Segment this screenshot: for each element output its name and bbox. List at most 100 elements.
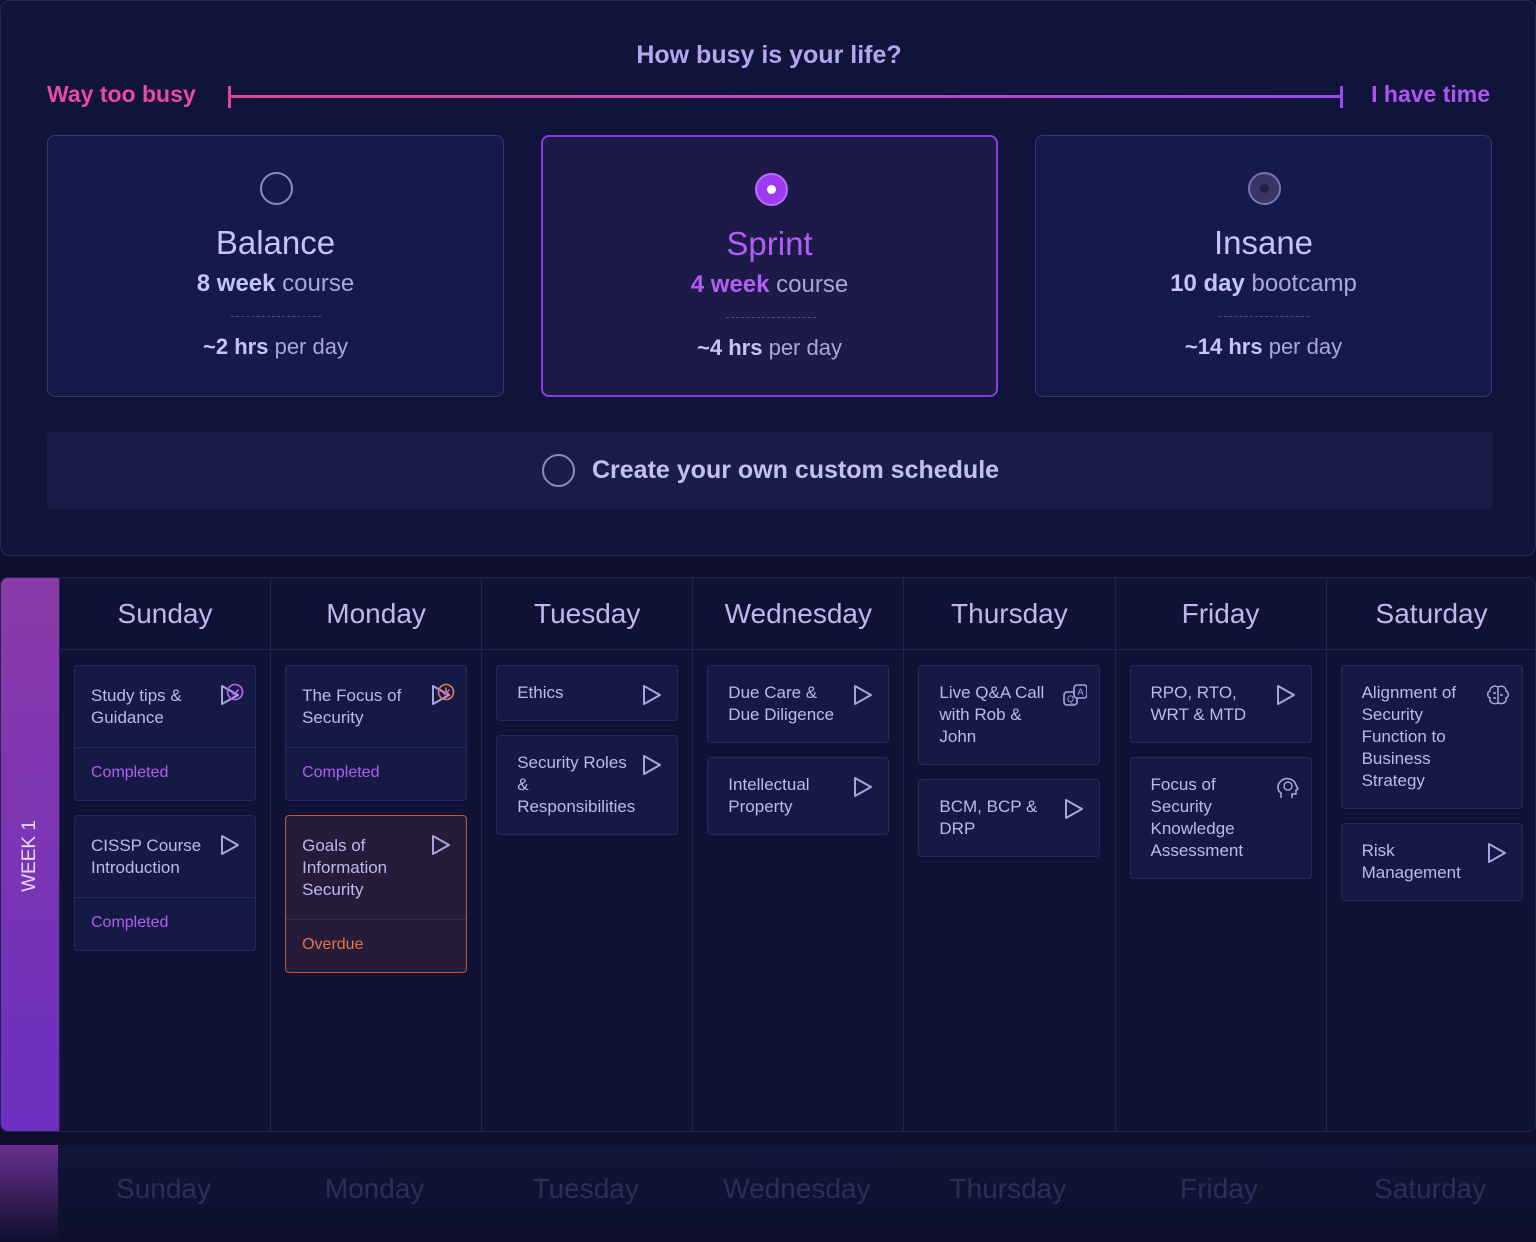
task-title: BCM, BCP & DRP	[919, 780, 1099, 856]
day-column: Tuesday Ethics Security Roles & Responsibi…	[481, 578, 693, 1131]
divider	[271, 649, 482, 650]
play-icon[interactable]	[430, 834, 454, 858]
ghost-day-name: Monday	[324, 1173, 425, 1204]
svg-text:A: A	[1078, 687, 1084, 697]
play-icon[interactable]	[641, 754, 665, 778]
option-hours: ~14 hrs per day	[1036, 334, 1491, 360]
play-icon[interactable]	[219, 684, 243, 708]
week-strip: WEEK 1	[1, 578, 59, 1131]
play-icon[interactable]	[1275, 684, 1299, 708]
status-text: Overdue	[302, 936, 364, 953]
hours: ~2 hrs	[203, 334, 269, 359]
task-card[interactable]: RPO, RTO, WRT & MTD	[1129, 665, 1312, 743]
task-status: Overdue	[286, 683, 467, 972]
hours-unit: per day	[274, 334, 348, 359]
divider	[231, 316, 321, 317]
ghost-day-name: Thursday	[949, 1173, 1067, 1204]
task-list: Live Q&A Call with Rob & John A Q BCM, BCP …	[918, 665, 1101, 857]
task-card[interactable]: Intellectual Property	[707, 757, 890, 835]
task-card[interactable]: Risk Management	[1340, 823, 1523, 901]
status-text: Completed	[302, 764, 380, 781]
radio[interactable]	[542, 454, 575, 487]
task-card[interactable]: CISSP Course Introduction Completed	[74, 683, 256, 951]
task-title: RPO, RTO, WRT & MTD	[1131, 666, 1311, 742]
day-column: Monday The Focus of Security Completed Goal…	[270, 578, 482, 1131]
divider	[482, 649, 693, 650]
task-title: Focus of Security Knowledge Assessment	[1131, 758, 1311, 878]
task-title: Intellectual Property	[708, 758, 888, 834]
option-hours: ~2 hrs per day	[48, 334, 503, 360]
option-length: 4 week course	[543, 271, 996, 299]
pace-option[interactable]: Sprint 4 week course ~4 hrs per day	[541, 135, 998, 397]
schedule: WEEK 1 Sunday Study tips & Guidance Comple…	[0, 577, 1536, 1132]
option-name: Sprint	[726, 225, 813, 262]
pace-panel: How busy is your life? Way too busy I ha…	[0, 0, 1536, 556]
task-title: The Focus of Security	[286, 666, 466, 747]
divider	[1219, 316, 1309, 317]
next-week-preview: Sunday Monday Tuesday Wednesday Thursday Frid…	[0, 1145, 1536, 1242]
task-list: Ethics Security Roles & Responsibilities	[496, 665, 679, 835]
custom-text: Create your own custom schedule	[592, 456, 1000, 484]
play-icon[interactable]	[641, 684, 665, 708]
play-icon[interactable]	[852, 776, 876, 800]
play-icon[interactable]	[1486, 842, 1510, 866]
task-card[interactable]: Goals of Information Security Overdue	[285, 683, 468, 973]
task-card[interactable]: Study tips & Guidance Completed	[74, 665, 256, 801]
hours-unit: per day	[1268, 334, 1343, 359]
hours: ~4 hrs	[697, 335, 763, 360]
option-name: Insane	[1213, 224, 1314, 261]
slider-cap	[1340, 86, 1343, 108]
task-card[interactable]: Due Care & Due Diligence	[707, 665, 890, 743]
divider	[904, 649, 1115, 650]
pace-option[interactable]: Balance 8 week course ~2 hrs per day	[47, 135, 504, 397]
task-title: Due Care & Due Diligence	[708, 666, 888, 742]
play-icon[interactable]	[1063, 798, 1087, 822]
play-icon[interactable]	[852, 684, 876, 708]
option-name: Balance	[215, 224, 336, 261]
task-list: Study tips & Guidance Completed CISSP Cour…	[74, 665, 256, 951]
svg-text:Q: Q	[1067, 694, 1074, 704]
task-title: Goals of Information Security	[286, 816, 466, 919]
head-icon[interactable]	[1275, 776, 1299, 800]
radio[interactable]	[755, 173, 788, 206]
day-name: Wednesday	[724, 598, 872, 629]
task-list: Due Care & Due Diligence Intellectual Pro…	[707, 665, 890, 835]
custom-schedule[interactable]: Create your own custom schedule	[47, 432, 1493, 509]
divider	[60, 649, 270, 650]
task-card[interactable]: Live Q&A Call with Rob & John A Q	[918, 665, 1101, 765]
task-card[interactable]: Focus of Security Knowledge Assessment	[1129, 757, 1312, 879]
option-hours: ~4 hrs per day	[543, 335, 996, 361]
task-card[interactable]: Security Roles & Responsibilities	[496, 735, 679, 835]
task-status: Completed	[75, 683, 255, 950]
busy-slider	[229, 95, 1343, 98]
task-list: The Focus of Security Completed Goals of I…	[285, 665, 468, 973]
play-icon[interactable]	[219, 834, 243, 858]
task-title: Security Roles & Responsibilities	[497, 736, 677, 834]
brain-icon[interactable]	[1486, 684, 1510, 708]
option-length: 10 day bootcamp	[1036, 270, 1491, 298]
pace-option[interactable]: Insane 10 day bootcamp ~14 hrs per day	[1035, 135, 1492, 397]
status-text: Completed	[91, 914, 169, 931]
task-card[interactable]: Ethics	[496, 665, 679, 721]
divider	[1115, 649, 1326, 650]
task-title: Ethics	[497, 666, 677, 720]
radio[interactable]	[1248, 172, 1281, 205]
ghost-day-name: Friday	[1180, 1173, 1258, 1204]
ghost-day-name: Sunday	[116, 1173, 211, 1204]
option-amount: 4 week	[690, 271, 770, 298]
day-name: Thursday	[951, 598, 1068, 629]
busy-label: Way too busy	[47, 81, 196, 107]
option-amount: 10 day	[1170, 270, 1245, 297]
task-list: RPO, RTO, WRT & MTD Focus of Security Kno…	[1129, 665, 1312, 879]
radio[interactable]	[260, 172, 293, 205]
play-icon[interactable]	[430, 684, 454, 708]
divider	[693, 649, 904, 650]
task-card[interactable]: BCM, BCP & DRP	[918, 779, 1101, 857]
day-name: Saturday	[1375, 598, 1488, 629]
qa-icon[interactable]: AQ	[1063, 684, 1088, 708]
task-title: CISSP Course Introduction	[75, 816, 255, 897]
task-card[interactable]: Alignment of Security Function to Busine…	[1340, 665, 1523, 809]
option-unit: bootcamp	[1251, 270, 1357, 297]
task-list: Alignment of Security Function to Busine…	[1340, 665, 1523, 901]
